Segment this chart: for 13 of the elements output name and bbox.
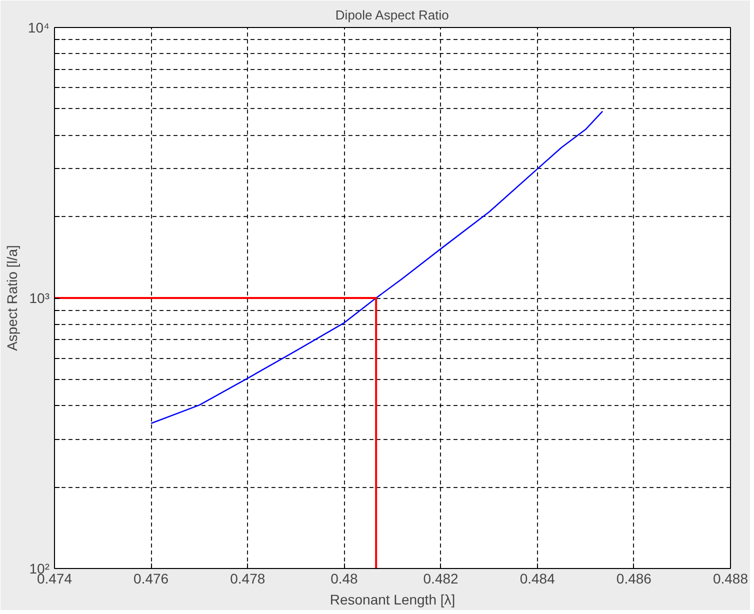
y-tick-label: 10⁴: [28, 20, 50, 36]
x-tick-label: 0.478: [230, 570, 266, 586]
line-series: [150, 110, 604, 424]
y-axis-title: Aspect Ratio [l/a]: [4, 245, 20, 351]
x-tick-label: 0.48: [330, 570, 358, 586]
x-tick-label: 0.482: [423, 570, 459, 586]
y-tick-label: 10³: [29, 290, 50, 306]
x-tick-label: 0.476: [134, 570, 169, 586]
x-tick-label: 0.484: [520, 570, 556, 586]
chart-title: Dipole Aspect Ratio: [335, 8, 449, 22]
x-tick-label: 0.488: [712, 570, 748, 586]
x-tick-label: 0.486: [616, 570, 652, 586]
x-axis-title: Resonant Length [λ]: [330, 592, 456, 608]
